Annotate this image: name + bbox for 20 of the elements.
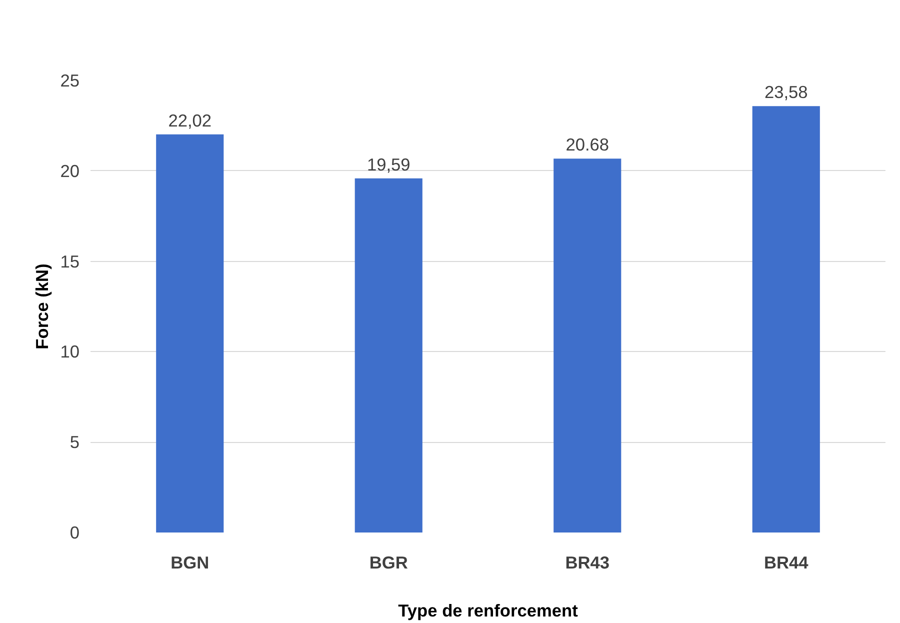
data-label: 19,59 bbox=[366, 154, 410, 174]
y-tick-label: 25 bbox=[60, 70, 80, 90]
bar bbox=[752, 106, 820, 532]
x-tick-label: BR44 bbox=[764, 552, 809, 572]
y-tick-label: 5 bbox=[70, 432, 80, 452]
y-tick-label: 15 bbox=[60, 251, 80, 272]
data-label: 23,58 bbox=[764, 82, 808, 102]
x-tick-label: BGN bbox=[170, 552, 210, 572]
y-axis-title: Force (kN) bbox=[32, 264, 52, 350]
data-label: 22,02 bbox=[168, 110, 212, 130]
y-tick-label: 0 bbox=[70, 522, 80, 542]
bar bbox=[554, 158, 622, 532]
y-tick-label: 10 bbox=[60, 342, 80, 362]
bar bbox=[354, 178, 422, 532]
y-tick-label: 20 bbox=[60, 160, 80, 181]
x-axis-title: Type de renforcement bbox=[398, 600, 578, 620]
x-tick-label: BR43 bbox=[565, 552, 610, 572]
data-label: 20.68 bbox=[566, 134, 610, 155]
x-tick-label: BGR bbox=[369, 552, 408, 572]
bar bbox=[156, 134, 224, 532]
